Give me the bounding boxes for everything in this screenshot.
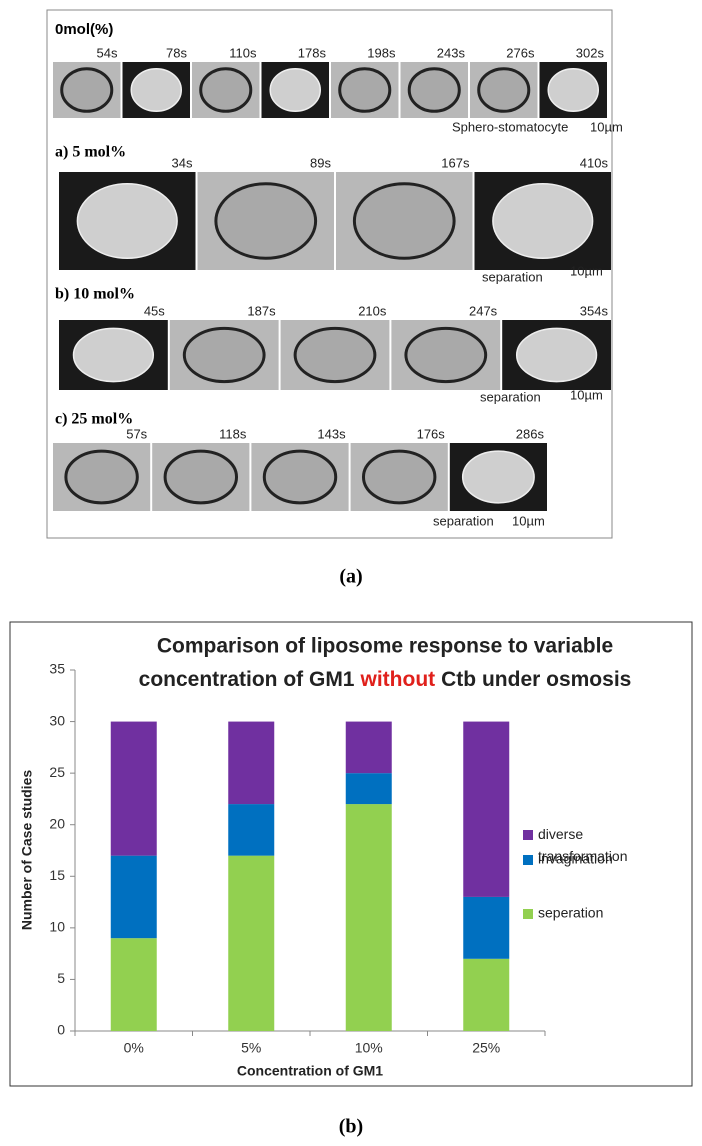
time-label: 118s [219, 426, 247, 441]
chart-title: concentration of GM1 without Ctb under osm… [139, 668, 632, 691]
image-note: separation [433, 513, 494, 528]
legend-swatch [523, 855, 533, 865]
time-label: 89s [310, 155, 331, 170]
vesicle [547, 67, 600, 113]
x-tick-label: 5% [241, 1040, 261, 1056]
vesicle [130, 67, 183, 113]
time-label: 110s [229, 45, 257, 60]
vesicle [404, 326, 488, 384]
time-label: 210s [358, 303, 387, 318]
vesicle [515, 327, 598, 383]
time-label: 286s [516, 426, 545, 441]
legend-swatch [523, 830, 533, 840]
y-tick-label: 5 [57, 970, 65, 986]
bar-segment [345, 804, 392, 1031]
bar-segment [345, 773, 392, 805]
y-tick-label: 0 [57, 1022, 65, 1038]
row-label: 0mol(%) [55, 21, 113, 38]
y-tick-label: 15 [49, 867, 65, 883]
image-note: 10µm [570, 263, 603, 278]
time-label: 276s [506, 45, 535, 60]
vesicle [293, 326, 377, 384]
y-tick-label: 25 [49, 764, 65, 780]
caption-a: (a) [339, 566, 362, 588]
vesicle [361, 449, 437, 505]
x-tick-label: 25% [472, 1040, 500, 1056]
row-label: a) 5 mol% [55, 144, 126, 161]
image-note: 10µm [570, 387, 603, 402]
bar-segment [110, 855, 157, 939]
row-label: c) 25 mol% [55, 411, 133, 428]
vesicle [163, 449, 239, 505]
bar-segment [463, 896, 510, 959]
vesicle [199, 67, 253, 113]
image-note: Sphero-stomatocyte [452, 119, 568, 134]
vesicle [407, 67, 461, 113]
bar-segment [228, 855, 275, 1031]
legend-line: transformation [538, 848, 627, 864]
image-note: 10µm [590, 119, 623, 134]
bar-segment [345, 721, 392, 774]
image-note: 10µm [512, 513, 545, 528]
row-label: b) 10 mol% [55, 286, 135, 303]
y-tick-label: 35 [49, 661, 65, 677]
vesicle [72, 327, 155, 383]
legend-label: invagination [538, 851, 613, 867]
vesicle [352, 182, 456, 260]
x-tick-label: 0% [124, 1040, 144, 1056]
time-label: 143s [317, 426, 346, 441]
time-label: 410s [580, 155, 609, 170]
vesicle [76, 183, 178, 259]
time-label: 243s [437, 45, 466, 60]
image-note: separation [482, 269, 543, 284]
image-note: separation [480, 389, 541, 404]
title-part: concentration of GM1 [139, 668, 355, 691]
time-label: 354s [580, 303, 609, 318]
time-label: 247s [469, 303, 498, 318]
time-label: 78s [166, 45, 187, 60]
vesicle [214, 182, 318, 260]
vesicle [338, 67, 392, 113]
y-axis-label: Number of Case studies [19, 770, 35, 930]
vesicle [64, 449, 139, 505]
legend-label: seperation [538, 905, 603, 921]
time-label: 198s [367, 45, 396, 60]
chart-title: Comparison of liposome response to varia… [157, 635, 613, 658]
y-tick-label: 20 [49, 815, 65, 831]
legend-label: diverse transformation [538, 826, 627, 864]
time-label: 57s [126, 426, 147, 441]
time-label: 54s [97, 45, 118, 60]
time-label: 302s [576, 45, 605, 60]
legend-swatch [523, 909, 533, 919]
vesicle [269, 67, 322, 113]
bar-segment [228, 721, 275, 805]
x-axis-label: Concentration of GM1 [237, 1063, 383, 1079]
title-highlight: without [360, 668, 436, 691]
bar-segment [110, 938, 157, 1031]
vesicle [492, 183, 594, 259]
time-label: 176s [417, 426, 446, 441]
bar-segment [228, 804, 275, 856]
vesicle [477, 67, 531, 113]
legend-line: diverse [538, 826, 583, 842]
caption-b: (b) [339, 1116, 363, 1138]
bar-segment [463, 958, 510, 1031]
vesicle [60, 67, 114, 113]
time-label: 187s [247, 303, 276, 318]
time-label: 45s [144, 303, 165, 318]
vesicle [461, 450, 535, 504]
y-tick-label: 30 [49, 712, 65, 728]
time-label: 178s [298, 45, 327, 60]
title-part: Ctb under osmosis [441, 668, 631, 691]
bar-segment [463, 721, 510, 897]
x-tick-label: 10% [355, 1040, 383, 1056]
y-tick-label: 10 [49, 919, 65, 935]
time-label: 34s [172, 155, 193, 170]
time-label: 167s [441, 155, 470, 170]
bar-segment [110, 721, 157, 856]
vesicle [182, 326, 266, 384]
vesicle [262, 449, 338, 505]
